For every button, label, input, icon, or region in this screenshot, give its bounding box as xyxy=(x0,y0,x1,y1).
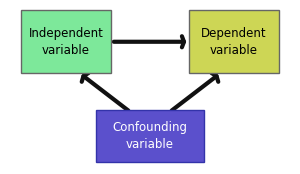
Text: Dependent
variable: Dependent variable xyxy=(201,27,267,57)
Text: Independent
variable: Independent variable xyxy=(28,27,103,57)
Text: Confounding
variable: Confounding variable xyxy=(112,121,188,151)
FancyBboxPatch shape xyxy=(21,10,111,73)
FancyBboxPatch shape xyxy=(96,110,204,162)
FancyBboxPatch shape xyxy=(189,10,279,73)
